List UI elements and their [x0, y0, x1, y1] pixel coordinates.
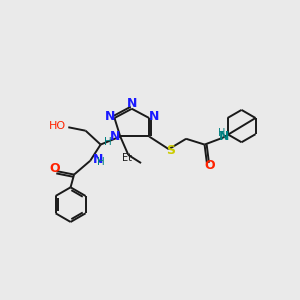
Text: N: N	[92, 153, 103, 166]
Text: S: S	[166, 144, 175, 157]
Text: N: N	[149, 110, 159, 123]
Text: Et: Et	[122, 153, 132, 164]
Text: N: N	[110, 130, 120, 142]
Text: O: O	[204, 159, 214, 172]
Text: N: N	[127, 97, 137, 110]
Text: N: N	[105, 110, 115, 123]
Text: N: N	[219, 130, 230, 142]
Text: H: H	[97, 157, 105, 167]
Text: H: H	[218, 128, 226, 138]
Text: HO: HO	[49, 121, 66, 131]
Text: O: O	[50, 162, 60, 175]
Text: H: H	[104, 137, 111, 147]
